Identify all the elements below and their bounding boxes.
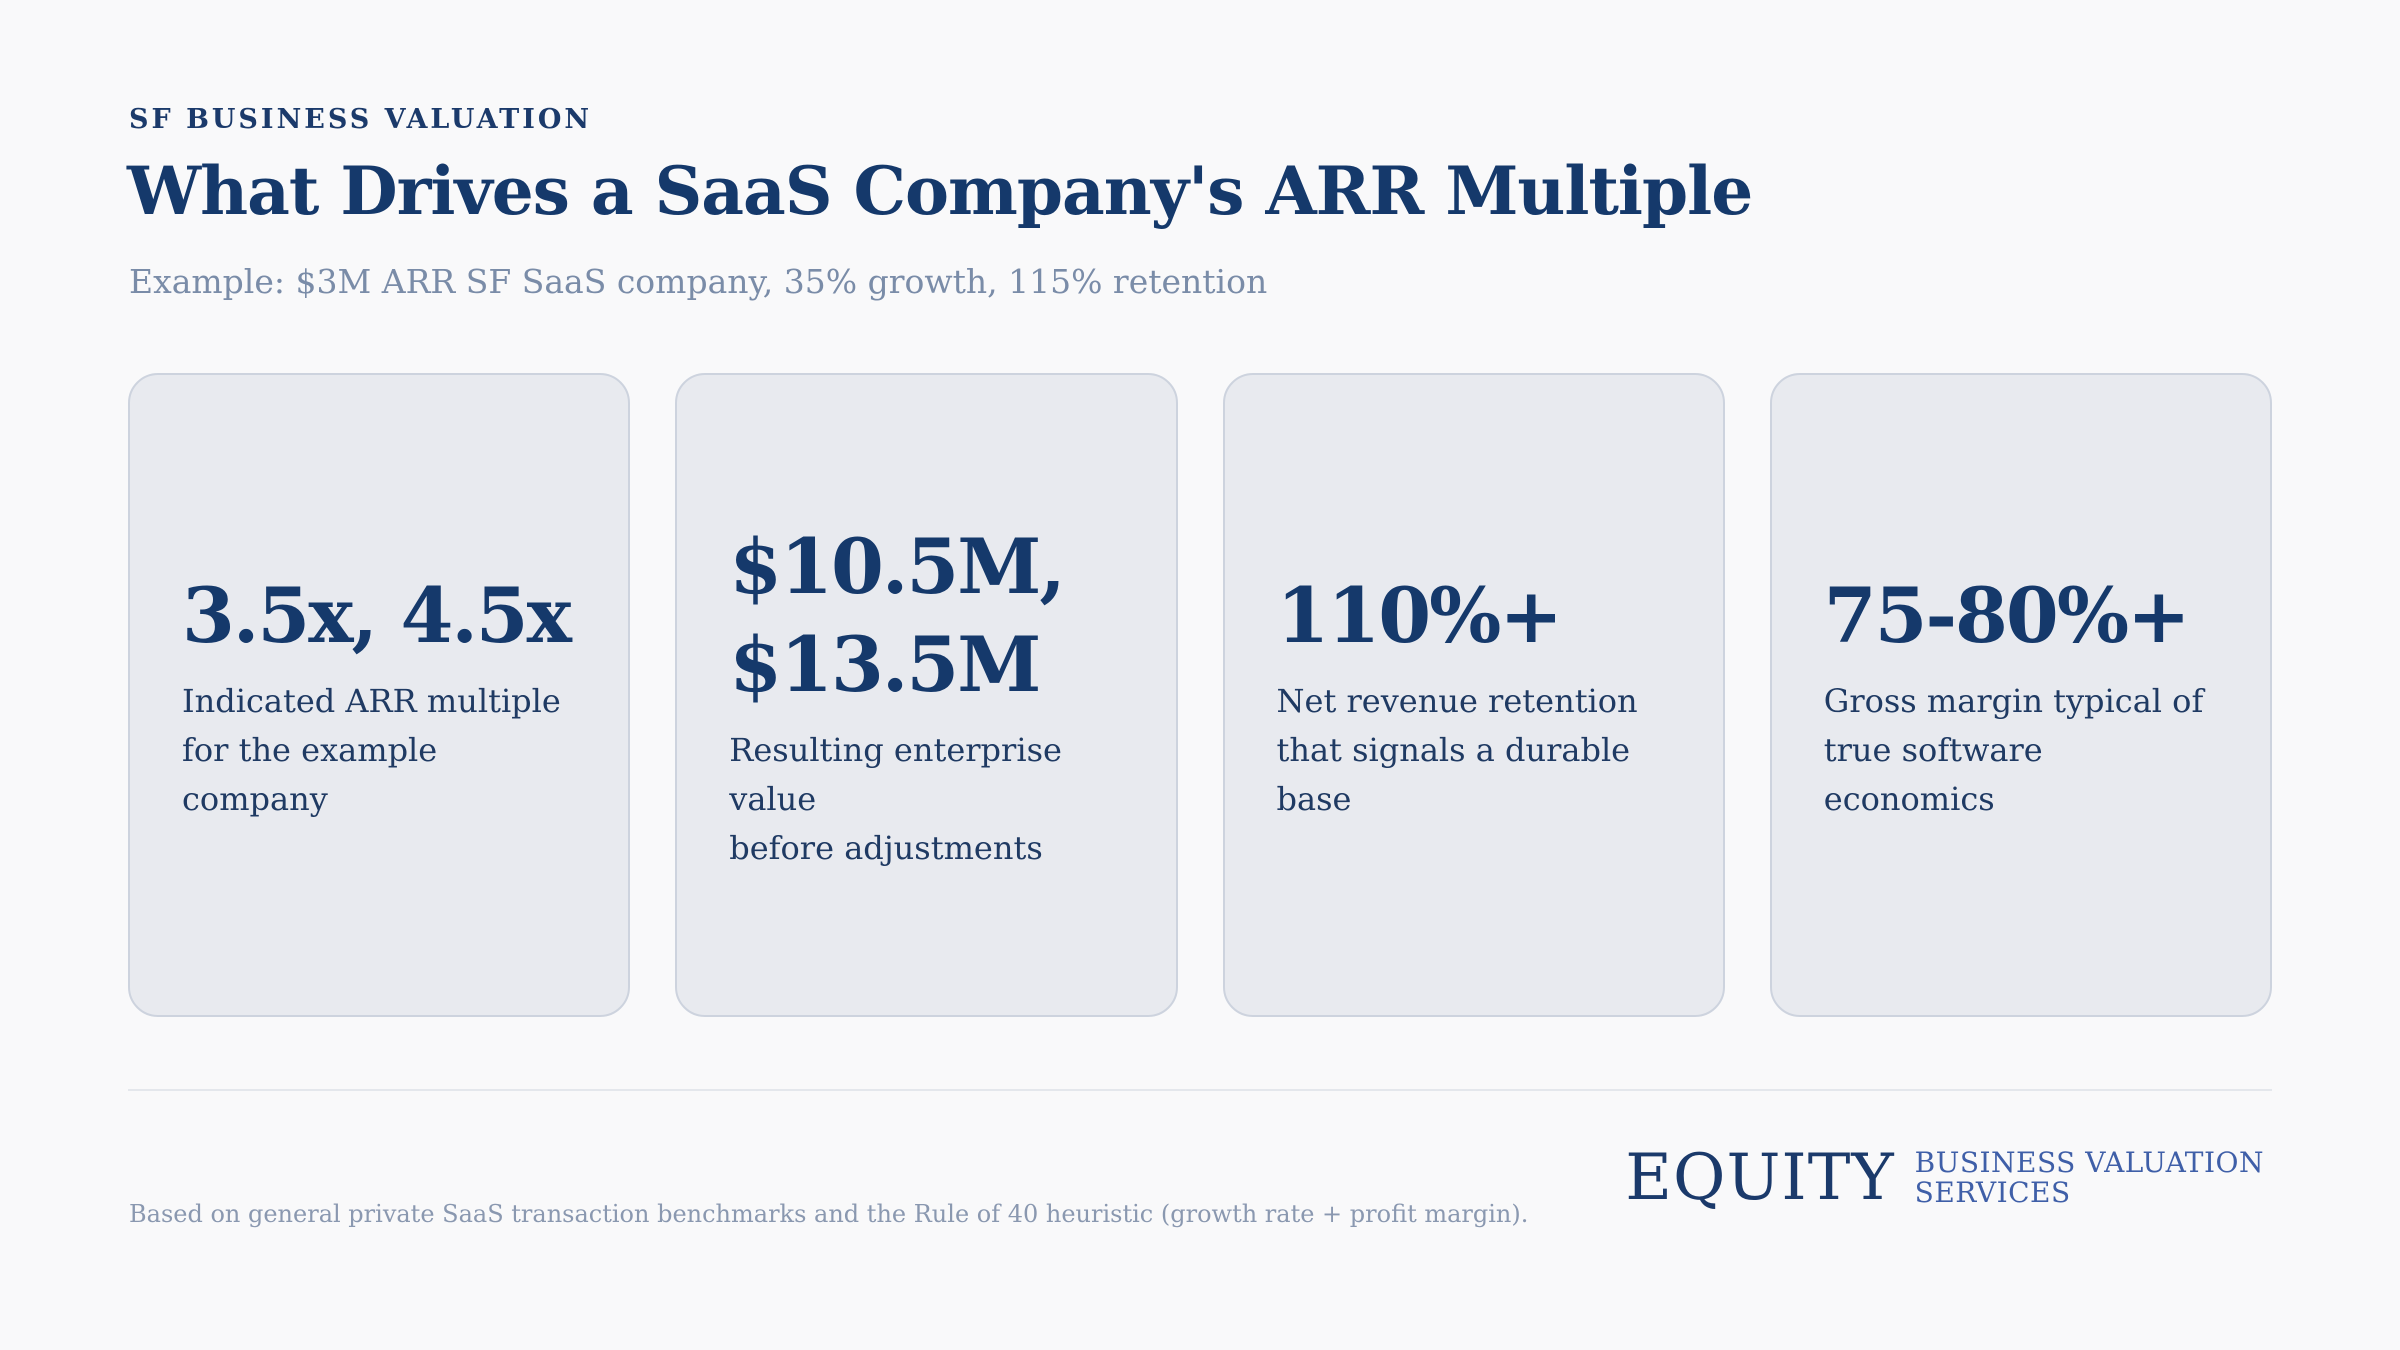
stat-value-line: 3.5x, 4.5x: [182, 570, 572, 660]
logo-tagline-line: SERVICES: [1914, 1176, 2071, 1209]
stat-value: $10.5M, $13.5M: [729, 518, 1123, 714]
stat-card-arr-multiple: 3.5x, 4.5x Indicated ARR multiple for th…: [128, 373, 631, 1017]
stat-description-line: Gross margin typical of: [1823, 681, 2204, 720]
stat-value-line: 110%+: [1276, 570, 1564, 660]
page-subtitle: Example: $3M ARR SF SaaS company, 35% gr…: [129, 262, 1268, 301]
stat-card-gross-margin: 75-80%+ Gross margin typical of true sof…: [1769, 373, 2272, 1017]
stat-description: Indicated ARR multiple for the example c…: [182, 677, 576, 824]
stat-description: Resulting enterprise value before adjust…: [729, 726, 1123, 873]
stat-value: 75-80%+: [1824, 567, 2218, 665]
stat-description-line: true software economics: [1823, 730, 2043, 818]
stat-description-line: for the example company: [182, 730, 438, 818]
stat-value-line: $10.5M,: [729, 521, 1066, 611]
eyebrow-label: SF BUSINESS VALUATION: [129, 104, 593, 135]
stat-description: Net revenue retention that signals a dur…: [1277, 677, 1671, 824]
stat-description: Gross margin typical of true software ec…: [1824, 677, 2218, 824]
stat-description-line: Resulting enterprise value: [729, 730, 1062, 818]
stat-card-net-revenue-retention: 110%+ Net revenue retention that signals…: [1222, 373, 1725, 1017]
logo-tagline: BUSINESS VALUATION SERVICES: [1915, 1148, 2264, 1208]
stat-description-line: Indicated ARR multiple: [182, 681, 561, 720]
stat-description-line: that signals a durable base: [1276, 730, 1631, 818]
company-logo: EQUITY BUSINESS VALUATION SERVICES: [1625, 1142, 2264, 1214]
logo-wordmark: EQUITY: [1625, 1141, 1895, 1215]
footnote: Based on general private SaaS transactio…: [129, 1200, 1529, 1228]
footer-divider: [128, 1089, 2272, 1091]
logo-tagline-line: BUSINESS VALUATION: [1914, 1146, 2264, 1179]
stat-value-line: 75-80%+: [1823, 570, 2191, 660]
stat-card-enterprise-value: $10.5M, $13.5M Resulting enterprise valu…: [675, 373, 1178, 1017]
page-title: What Drives a SaaS Company's ARR Multipl…: [127, 152, 1753, 230]
stat-cards: 3.5x, 4.5x Indicated ARR multiple for th…: [128, 373, 2272, 1017]
stat-description-line: before adjustments: [729, 828, 1043, 867]
stat-value: 110%+: [1277, 567, 1671, 665]
stat-value: 3.5x, 4.5x: [182, 567, 576, 665]
stat-description-line: Net revenue retention: [1276, 681, 1638, 720]
stat-value-line: $13.5M: [729, 619, 1041, 709]
